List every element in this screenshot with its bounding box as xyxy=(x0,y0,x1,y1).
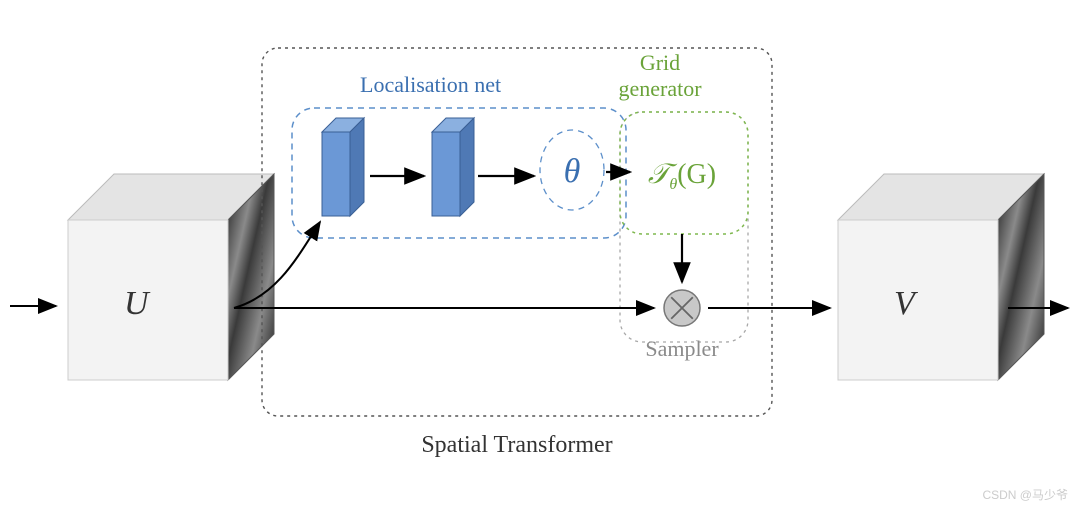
cube-label: U xyxy=(124,285,151,322)
spatial-transformer-diagram: UVLocalisation netGridgeneratorθ𝒯θ(G)Sam… xyxy=(0,0,1080,509)
theta-symbol: θ xyxy=(564,153,581,190)
grid-label-1: Grid xyxy=(640,50,680,75)
localisation-label: Localisation net xyxy=(360,72,501,97)
sampler-label: Sampler xyxy=(645,336,719,361)
watermark: CSDN @马少爷 xyxy=(982,488,1068,502)
grid-label-2: generator xyxy=(618,76,702,101)
transform-symbol: 𝒯θ(G) xyxy=(648,159,716,193)
caption: Spatial Transformer xyxy=(421,432,612,458)
